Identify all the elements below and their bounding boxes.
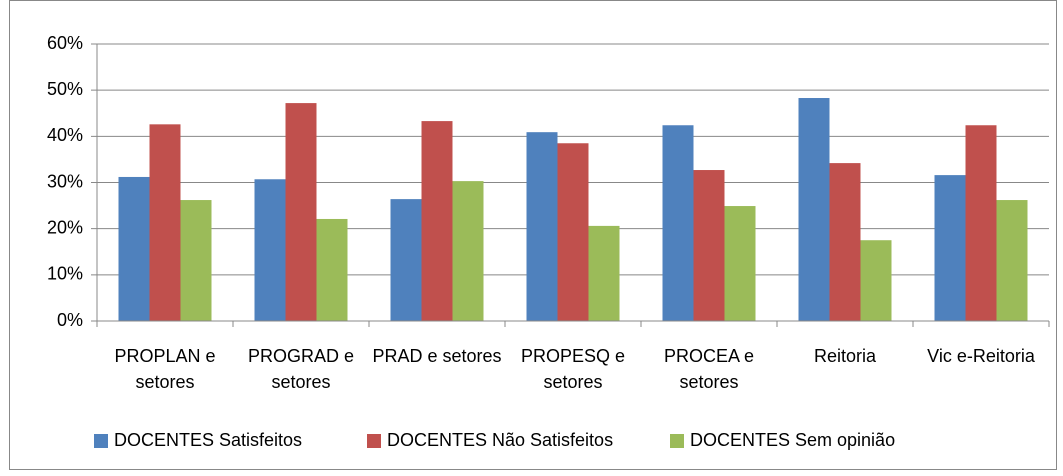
bar bbox=[254, 179, 286, 321]
bar bbox=[149, 124, 181, 321]
bar bbox=[934, 175, 966, 321]
legend-label: DOCENTES Sem opinião bbox=[690, 430, 895, 450]
y-tick-label: 30% bbox=[47, 171, 83, 191]
x-tick-label: Vic e-Reitoria bbox=[927, 346, 1035, 366]
bar bbox=[390, 199, 422, 321]
x-tick-label: PROCEA e setores bbox=[663, 346, 755, 392]
y-tick-label: 60% bbox=[47, 33, 83, 53]
bar bbox=[118, 176, 150, 321]
bar bbox=[829, 163, 861, 321]
legend-swatch bbox=[94, 434, 108, 448]
x-tick-label: PROGRAD e setores bbox=[247, 346, 355, 392]
bar bbox=[693, 170, 725, 321]
bar bbox=[180, 200, 212, 321]
x-tick-label: PRAD e setores bbox=[372, 346, 502, 366]
y-tick-label: 20% bbox=[47, 217, 83, 237]
bar bbox=[526, 132, 558, 321]
x-tick-label: PROPESQ e setores bbox=[520, 346, 626, 392]
legend-label: DOCENTES Satisfeitos bbox=[114, 430, 302, 450]
y-tick-label: 10% bbox=[47, 264, 83, 284]
bar bbox=[452, 181, 484, 321]
bar bbox=[316, 218, 348, 321]
bar bbox=[798, 98, 830, 321]
y-tick-label: 50% bbox=[47, 79, 83, 99]
bar bbox=[588, 225, 620, 321]
bar bbox=[421, 121, 453, 322]
x-tick-label: PROPLAN e setores bbox=[114, 346, 216, 392]
bar bbox=[557, 143, 589, 321]
y-tick-label: 40% bbox=[47, 125, 83, 145]
legend-swatch bbox=[367, 434, 381, 448]
bar bbox=[662, 125, 694, 322]
bar bbox=[860, 240, 892, 321]
y-tick-label: 0% bbox=[57, 310, 83, 330]
legend-label: DOCENTES Não Satisfeitos bbox=[387, 430, 613, 450]
bar bbox=[996, 200, 1028, 321]
bar bbox=[285, 103, 317, 322]
x-tick-label: Reitoria bbox=[813, 346, 877, 366]
legend-swatch bbox=[670, 434, 684, 448]
bar bbox=[965, 125, 997, 322]
bar bbox=[724, 206, 756, 321]
